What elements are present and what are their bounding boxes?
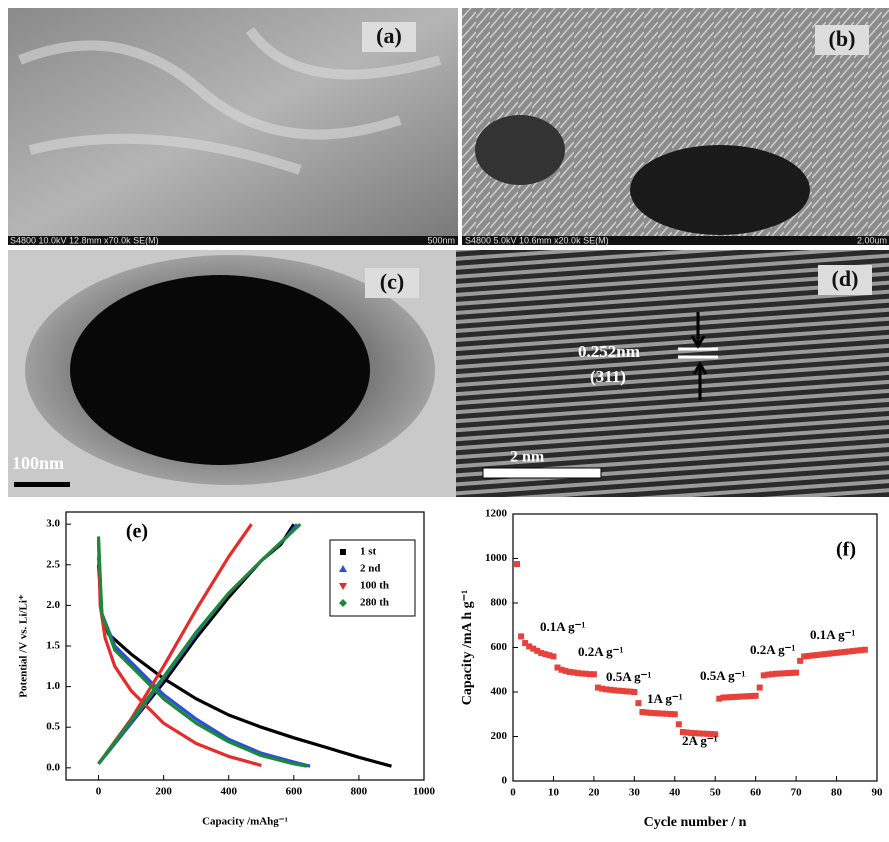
- y-tick-label: 2.5: [46, 558, 60, 570]
- x-tick-label: 800: [351, 786, 368, 798]
- legend-label: 280 th: [360, 597, 389, 609]
- data-point: [757, 685, 763, 691]
- x-tick-label: 0: [96, 786, 102, 798]
- annotation: 0.2A g⁻¹: [578, 644, 624, 659]
- x-tick-label: 80: [831, 787, 843, 799]
- x-axis-label: Cycle number / n: [644, 815, 747, 830]
- scale-label: 100nm: [12, 453, 64, 473]
- annotation: 2A g⁻¹: [682, 733, 718, 748]
- y-tick-label: 1000: [485, 552, 508, 564]
- panel-label: (d): [832, 266, 859, 291]
- legend-label: 100 th: [360, 580, 389, 592]
- x-tick-label: 0: [510, 787, 516, 799]
- y-tick-label: 2.0: [46, 599, 60, 611]
- panel-label: (b): [829, 26, 856, 51]
- lattice-plane: (311): [590, 367, 626, 386]
- x-tick-label: 20: [588, 787, 600, 799]
- x-tick-label: 40: [669, 787, 681, 799]
- legend-marker: [340, 549, 346, 555]
- y-tick-label: 1200: [485, 508, 508, 520]
- data-point: [635, 700, 641, 706]
- annotation: 0.5A g⁻¹: [700, 668, 746, 683]
- data-point: [550, 653, 556, 659]
- scale-label: 2 nm: [510, 449, 545, 466]
- y-tick-label: 1.0: [46, 680, 60, 692]
- annotation: 0.1A g⁻¹: [810, 627, 856, 642]
- annotation: 0.5A g⁻¹: [606, 669, 652, 684]
- legend-label: 2 nd: [360, 563, 381, 575]
- panel-label: (a): [376, 23, 402, 48]
- y-tick-label: 200: [491, 730, 508, 742]
- x-tick-label: 60: [750, 787, 762, 799]
- y-tick-label: 3.0: [46, 518, 60, 530]
- panel-label: (c): [380, 269, 404, 294]
- data-point: [631, 689, 637, 695]
- x-tick-label: 70: [791, 787, 803, 799]
- annotation: 1A g⁻¹: [647, 691, 683, 706]
- lattice-spacing: 0.252nm: [578, 342, 640, 361]
- data-point: [793, 670, 799, 676]
- x-tick-label: 90: [872, 787, 884, 799]
- x-tick-label: 50: [710, 787, 722, 799]
- y-tick-label: 0.0: [46, 761, 60, 773]
- data-point: [862, 647, 868, 653]
- x-tick-label: 30: [629, 787, 641, 799]
- x-tick-label: 1000: [413, 786, 436, 798]
- annotation: 0.1A g⁻¹: [540, 619, 586, 634]
- x-axis-label: Capacity /mAhg⁻¹: [202, 816, 288, 828]
- x-tick-label: 200: [155, 786, 172, 798]
- data-point: [676, 721, 682, 727]
- series-line: [99, 524, 311, 766]
- figure: (a) (b) (c) (d) S4800 10.0kV 12.8mm x70.…: [0, 0, 889, 837]
- sem-info: S4800 10.0kV 12.8mm x70.0k SE(M): [10, 235, 159, 245]
- y-tick-label: 400: [491, 686, 508, 698]
- y-tick-label: 1.5: [46, 640, 60, 652]
- y-tick-label: 0: [502, 775, 508, 787]
- data-point: [672, 711, 678, 717]
- panel-label: (e): [126, 521, 148, 543]
- y-tick-label: 0.5: [46, 721, 60, 733]
- x-tick-label: 400: [220, 786, 237, 798]
- series-line: [99, 524, 307, 766]
- x-tick-label: 10: [548, 787, 560, 799]
- data-point: [753, 693, 759, 699]
- data-point: [514, 561, 520, 567]
- annotation: 0.2A g⁻¹: [750, 642, 796, 657]
- scale-label: 500nm: [427, 235, 455, 245]
- y-tick-label: 600: [491, 641, 508, 653]
- data-point: [518, 633, 524, 639]
- y-axis-label: Capacity /mA h g⁻¹: [460, 590, 475, 705]
- legend-label: 1 st: [360, 546, 377, 558]
- panel-label: (f): [836, 539, 856, 561]
- y-axis-label: Potential /V vs. Li/Li⁺: [18, 594, 30, 698]
- x-tick-label: 600: [286, 786, 303, 798]
- data-point: [591, 671, 597, 677]
- y-tick-label: 800: [491, 597, 508, 609]
- sem-info: S4800 5.0kV 10.6mm x20.0k SE(M): [465, 235, 609, 245]
- scale-label: 2.00um: [857, 235, 887, 245]
